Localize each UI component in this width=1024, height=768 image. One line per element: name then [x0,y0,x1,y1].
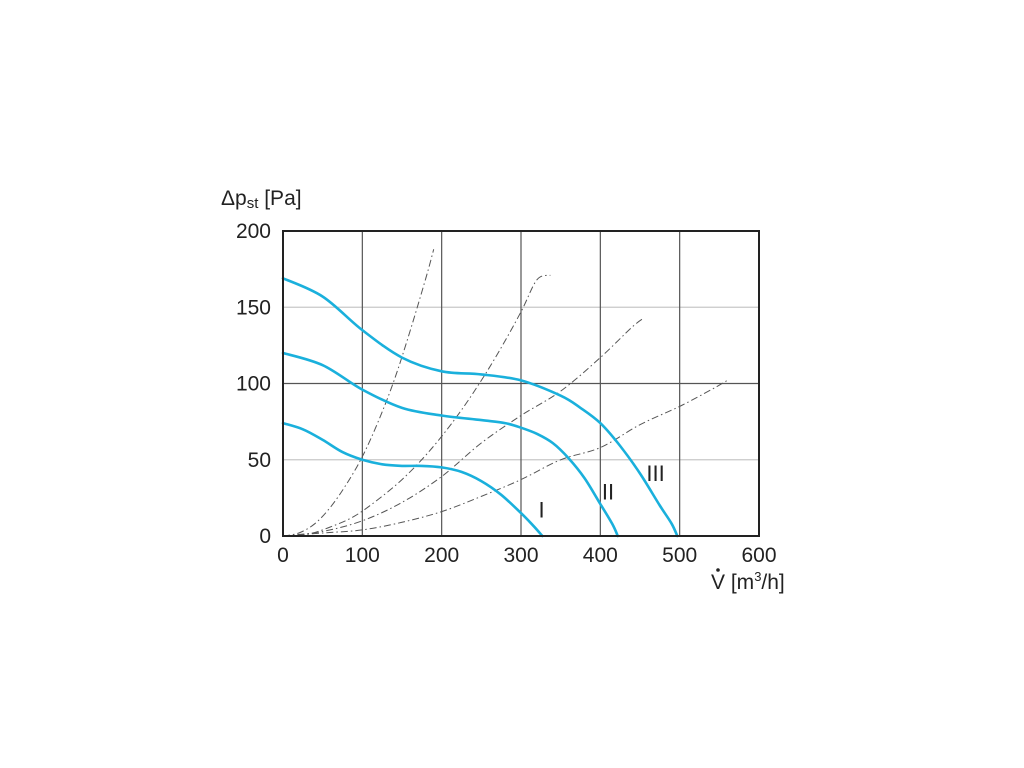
fan-curve-II [281,351,620,538]
curve-label-III: III [646,461,664,486]
system-curve [282,274,551,537]
x-tick-label: 400 [583,544,618,567]
fan-curve-I [281,421,544,538]
y-tick-label: 150 [236,296,271,319]
y-tick-label: 100 [236,373,271,396]
tick-labels: 0 100 200 300 400 500 600 0 50 100 150 200 [236,220,777,567]
y-tick-label: 0 [259,525,271,548]
fan-curve-III [281,277,679,538]
y-tick-label: 200 [236,220,271,243]
y-tick-label: 50 [248,449,271,472]
system-curves [282,249,728,537]
x-tick-label: 100 [345,544,380,567]
flow-rate-dot [716,568,720,572]
curve-label-I: I [538,498,544,523]
x-tick-label: 0 [277,544,289,567]
grid [283,231,759,536]
svg-text:V [m3/h]: V [m3/h] [711,569,785,594]
system-curve [282,379,728,537]
x-tick-label: 300 [503,544,538,567]
curve-label-II: II [602,479,614,504]
system-curve [282,249,435,537]
x-tick-label: 600 [741,544,776,567]
x-tick-label: 500 [662,544,697,567]
plot-frame [282,230,760,537]
x-tick-label: 200 [424,544,459,567]
y-axis-title: Δpst [Pa] [221,187,302,212]
x-axis-title: V [m3/h] [711,568,785,594]
system-curve [282,317,645,537]
